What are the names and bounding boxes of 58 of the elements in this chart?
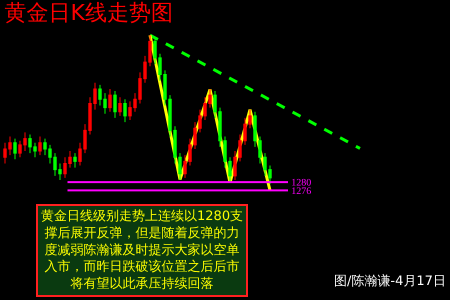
candlestick <box>48 144 52 164</box>
y-tick-label: 1276 <box>291 186 312 197</box>
candlestick <box>228 156 232 183</box>
candlestick <box>193 122 197 150</box>
candlestick <box>98 84 102 106</box>
candlestick <box>198 109 202 133</box>
chart-title: 黄金日K线走势图 <box>4 0 173 26</box>
candlestick <box>103 92 107 114</box>
candlestick <box>113 90 117 118</box>
candlestick <box>153 36 157 65</box>
candlestick <box>128 100 132 120</box>
candlestick <box>43 138 47 156</box>
candlestick <box>133 92 137 112</box>
candlestick <box>63 156 67 178</box>
candlestick <box>158 53 162 82</box>
candlestick <box>138 72 142 104</box>
candlestick <box>93 82 97 110</box>
candlestick <box>218 107 222 148</box>
candlestick <box>173 126 177 164</box>
candlestick <box>58 162 62 180</box>
candlestick <box>118 96 122 116</box>
candlestick <box>163 70 167 106</box>
candlestick <box>263 152 267 176</box>
candlestick <box>253 111 257 148</box>
candlestick <box>73 152 77 168</box>
candlestick <box>23 132 27 152</box>
candlestick <box>148 34 152 67</box>
candlestick <box>78 142 82 166</box>
candlestick <box>33 142 37 158</box>
candlestick <box>248 109 252 129</box>
candlestick <box>258 136 262 164</box>
candlestick <box>268 165 272 185</box>
candlestick <box>168 94 172 138</box>
candlestick <box>38 136 42 156</box>
candlestick <box>233 150 237 180</box>
candlestick <box>18 140 22 158</box>
text: 图/陈瀚谦-4月17日 <box>334 273 446 289</box>
candlestick <box>28 134 32 154</box>
candlestick <box>243 117 247 146</box>
candlestick <box>203 96 207 120</box>
candlestick <box>208 88 212 108</box>
candlestick <box>53 152 57 176</box>
candlestick <box>238 134 242 162</box>
annotation: 黄金日线级别走势上连续以1280支撑后展开反弹，但是随着反弹的力度减弱陈瀚谦及时提示大家以空单入市，而昨日跌破该位置之后后市将有望以此承压持续回落 <box>41 209 244 292</box>
candlestick <box>213 90 217 118</box>
candlestick <box>3 142 7 164</box>
candlestick <box>223 136 227 168</box>
candlestick <box>68 150 72 168</box>
candlestick <box>108 88 112 112</box>
candlestick <box>178 152 182 180</box>
candlestick <box>13 138 17 160</box>
candlestick <box>8 136 12 156</box>
candlestick <box>88 96 92 135</box>
candlestick <box>143 55 147 84</box>
candlestick <box>83 124 87 154</box>
candlestick <box>123 98 127 123</box>
candlestick <box>183 154 187 178</box>
candlestick <box>188 138 192 166</box>
